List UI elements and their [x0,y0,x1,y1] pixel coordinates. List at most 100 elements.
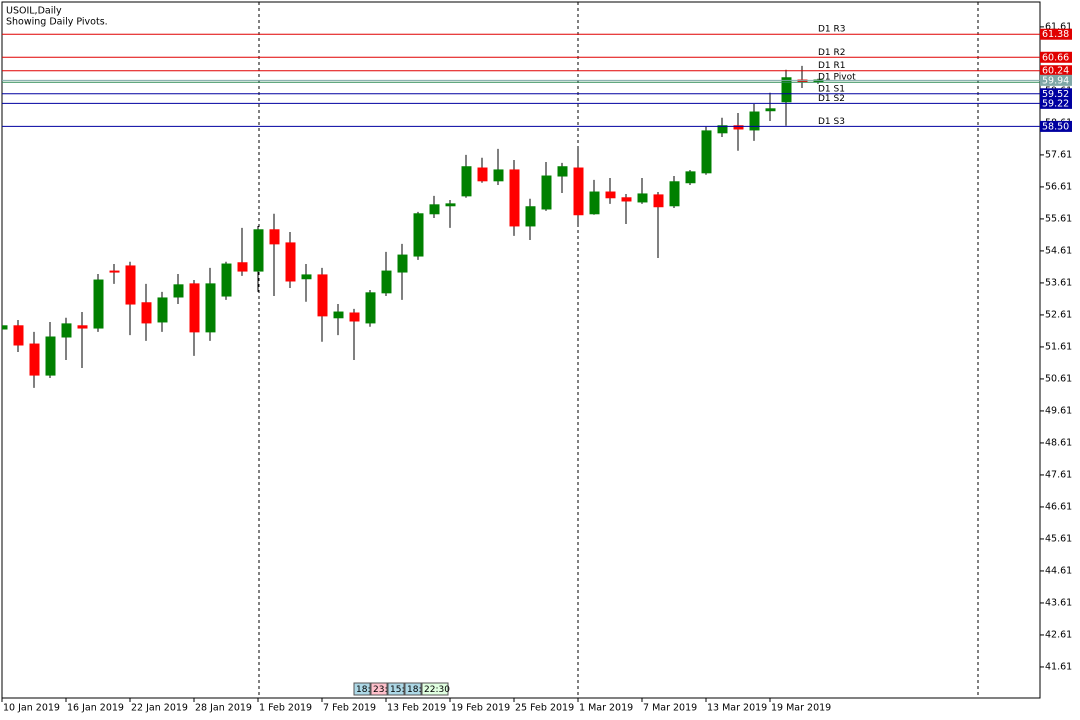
price-label: 61.38 [1042,29,1069,40]
candle-body [29,343,40,376]
session-label: 15: [390,685,404,695]
candle-body [461,166,472,197]
y-tick-label: 44.61 [1045,565,1072,576]
candle-body [477,167,488,182]
candle-body [205,283,216,333]
price-box [1040,120,1072,132]
candle-body [413,213,424,257]
y-tick-label: 41.61 [1045,661,1072,672]
candle-body [77,325,88,329]
candle-body [333,311,344,319]
y-tick-label: 48.61 [1045,437,1072,448]
candle-body [365,292,376,324]
candle-body [61,323,72,338]
price-label: 60.24 [1042,66,1069,77]
y-tick-label: 49.61 [1045,405,1072,416]
x-tick-label: 28 Jan 2019 [195,703,252,714]
y-tick-label: 45.61 [1045,533,1072,544]
y-tick-label: 55.61 [1045,213,1072,224]
y-tick-label: 46.61 [1045,501,1072,512]
price-box [1040,51,1072,63]
price-label: 58.50 [1042,121,1069,132]
candle-body [2,325,8,330]
x-tick-label: 13 Feb 2019 [387,703,446,714]
y-tick-label: 43.61 [1045,597,1072,608]
price-label: 59.52 [1042,89,1069,100]
candle-body [653,194,664,208]
x-tick-label: 19 Mar 2019 [771,703,831,714]
candle-body [157,297,168,323]
candle-body [717,125,728,134]
y-tick-label: 51.61 [1045,341,1072,352]
candle-body [173,284,184,298]
candle-body [13,325,24,346]
price-label: 60.66 [1042,52,1069,63]
candle-body [317,274,328,317]
pivot-name: D1 R1 [818,61,846,71]
candle-body [381,270,392,294]
y-tick-label: 53.61 [1045,277,1072,288]
candle-body [637,193,648,203]
session-box [353,682,371,696]
plot-frame [1,1,1041,699]
candle-body [301,274,312,280]
candle-body [685,171,696,184]
candle-body [621,197,632,202]
bid-label: 59.94 [1042,75,1069,86]
x-tick-label: 13 Mar 2019 [707,703,767,714]
candle-body [45,336,56,376]
candle-body [237,262,248,272]
x-tick-label: 25 Feb 2019 [515,703,574,714]
pivot-name: D1 R2 [818,48,846,58]
y-tick-label: 47.61 [1045,469,1072,480]
x-tick-label: 10 Jan 2019 [3,703,60,714]
price-box [1040,28,1072,40]
session-box [370,682,388,696]
price-box [1040,65,1072,77]
x-tick-label: 19 Feb 2019 [451,703,510,714]
candle-body [93,279,104,329]
x-tick-label: 7 Mar 2019 [643,703,697,714]
y-tick-label: 54.61 [1045,245,1072,256]
candle-body [493,169,504,182]
candle-body [109,270,120,273]
candle-body [269,229,280,245]
candle-body [765,108,776,112]
y-tick-label: 56.61 [1045,181,1072,192]
axes: 41.61 42.61 43.61 44.61 45.61 46.61 47.61 48.61… [1,21,1072,714]
session-box [421,682,449,696]
x-tick-label: 1 Mar 2019 [579,703,633,714]
pivot-name: D1 R3 [818,25,846,35]
candle-body [669,181,680,207]
pivot-name: D1 Pivot [818,73,856,83]
session-box [387,682,405,696]
pivot-name: D1 S3 [818,117,845,127]
price-box [1040,88,1072,100]
candle-body [509,169,520,227]
candle-body [749,111,760,131]
x-tick-label: 16 Jan 2019 [67,703,124,714]
candle-body [445,203,456,207]
candle-body [397,254,408,273]
candle-body [541,175,552,210]
candle-body [733,125,744,130]
plot-area [2,33,1040,388]
candle-body [781,77,792,103]
candle-body [589,191,600,215]
pivot-name: D1 S1 [818,84,845,94]
session-label: 23: [373,685,387,695]
session-label: 22:30 [424,685,450,695]
candle-body [525,206,536,227]
x-tick-label: 1 Feb 2019 [259,703,312,714]
y-tick-label: 50.61 [1045,373,1072,384]
pivot-name: D1 S2 [818,94,845,104]
candle-body [189,283,200,333]
x-tick-label: 7 Feb 2019 [323,703,376,714]
y-tick-label: 52.61 [1045,309,1072,320]
price-label: 59.22 [1042,98,1069,109]
chart-title: USOIL,Daily [6,6,62,17]
x-tick-label: 22 Jan 2019 [131,703,188,714]
session-label: 18: [407,685,421,695]
session-label: 18: [356,685,370,695]
